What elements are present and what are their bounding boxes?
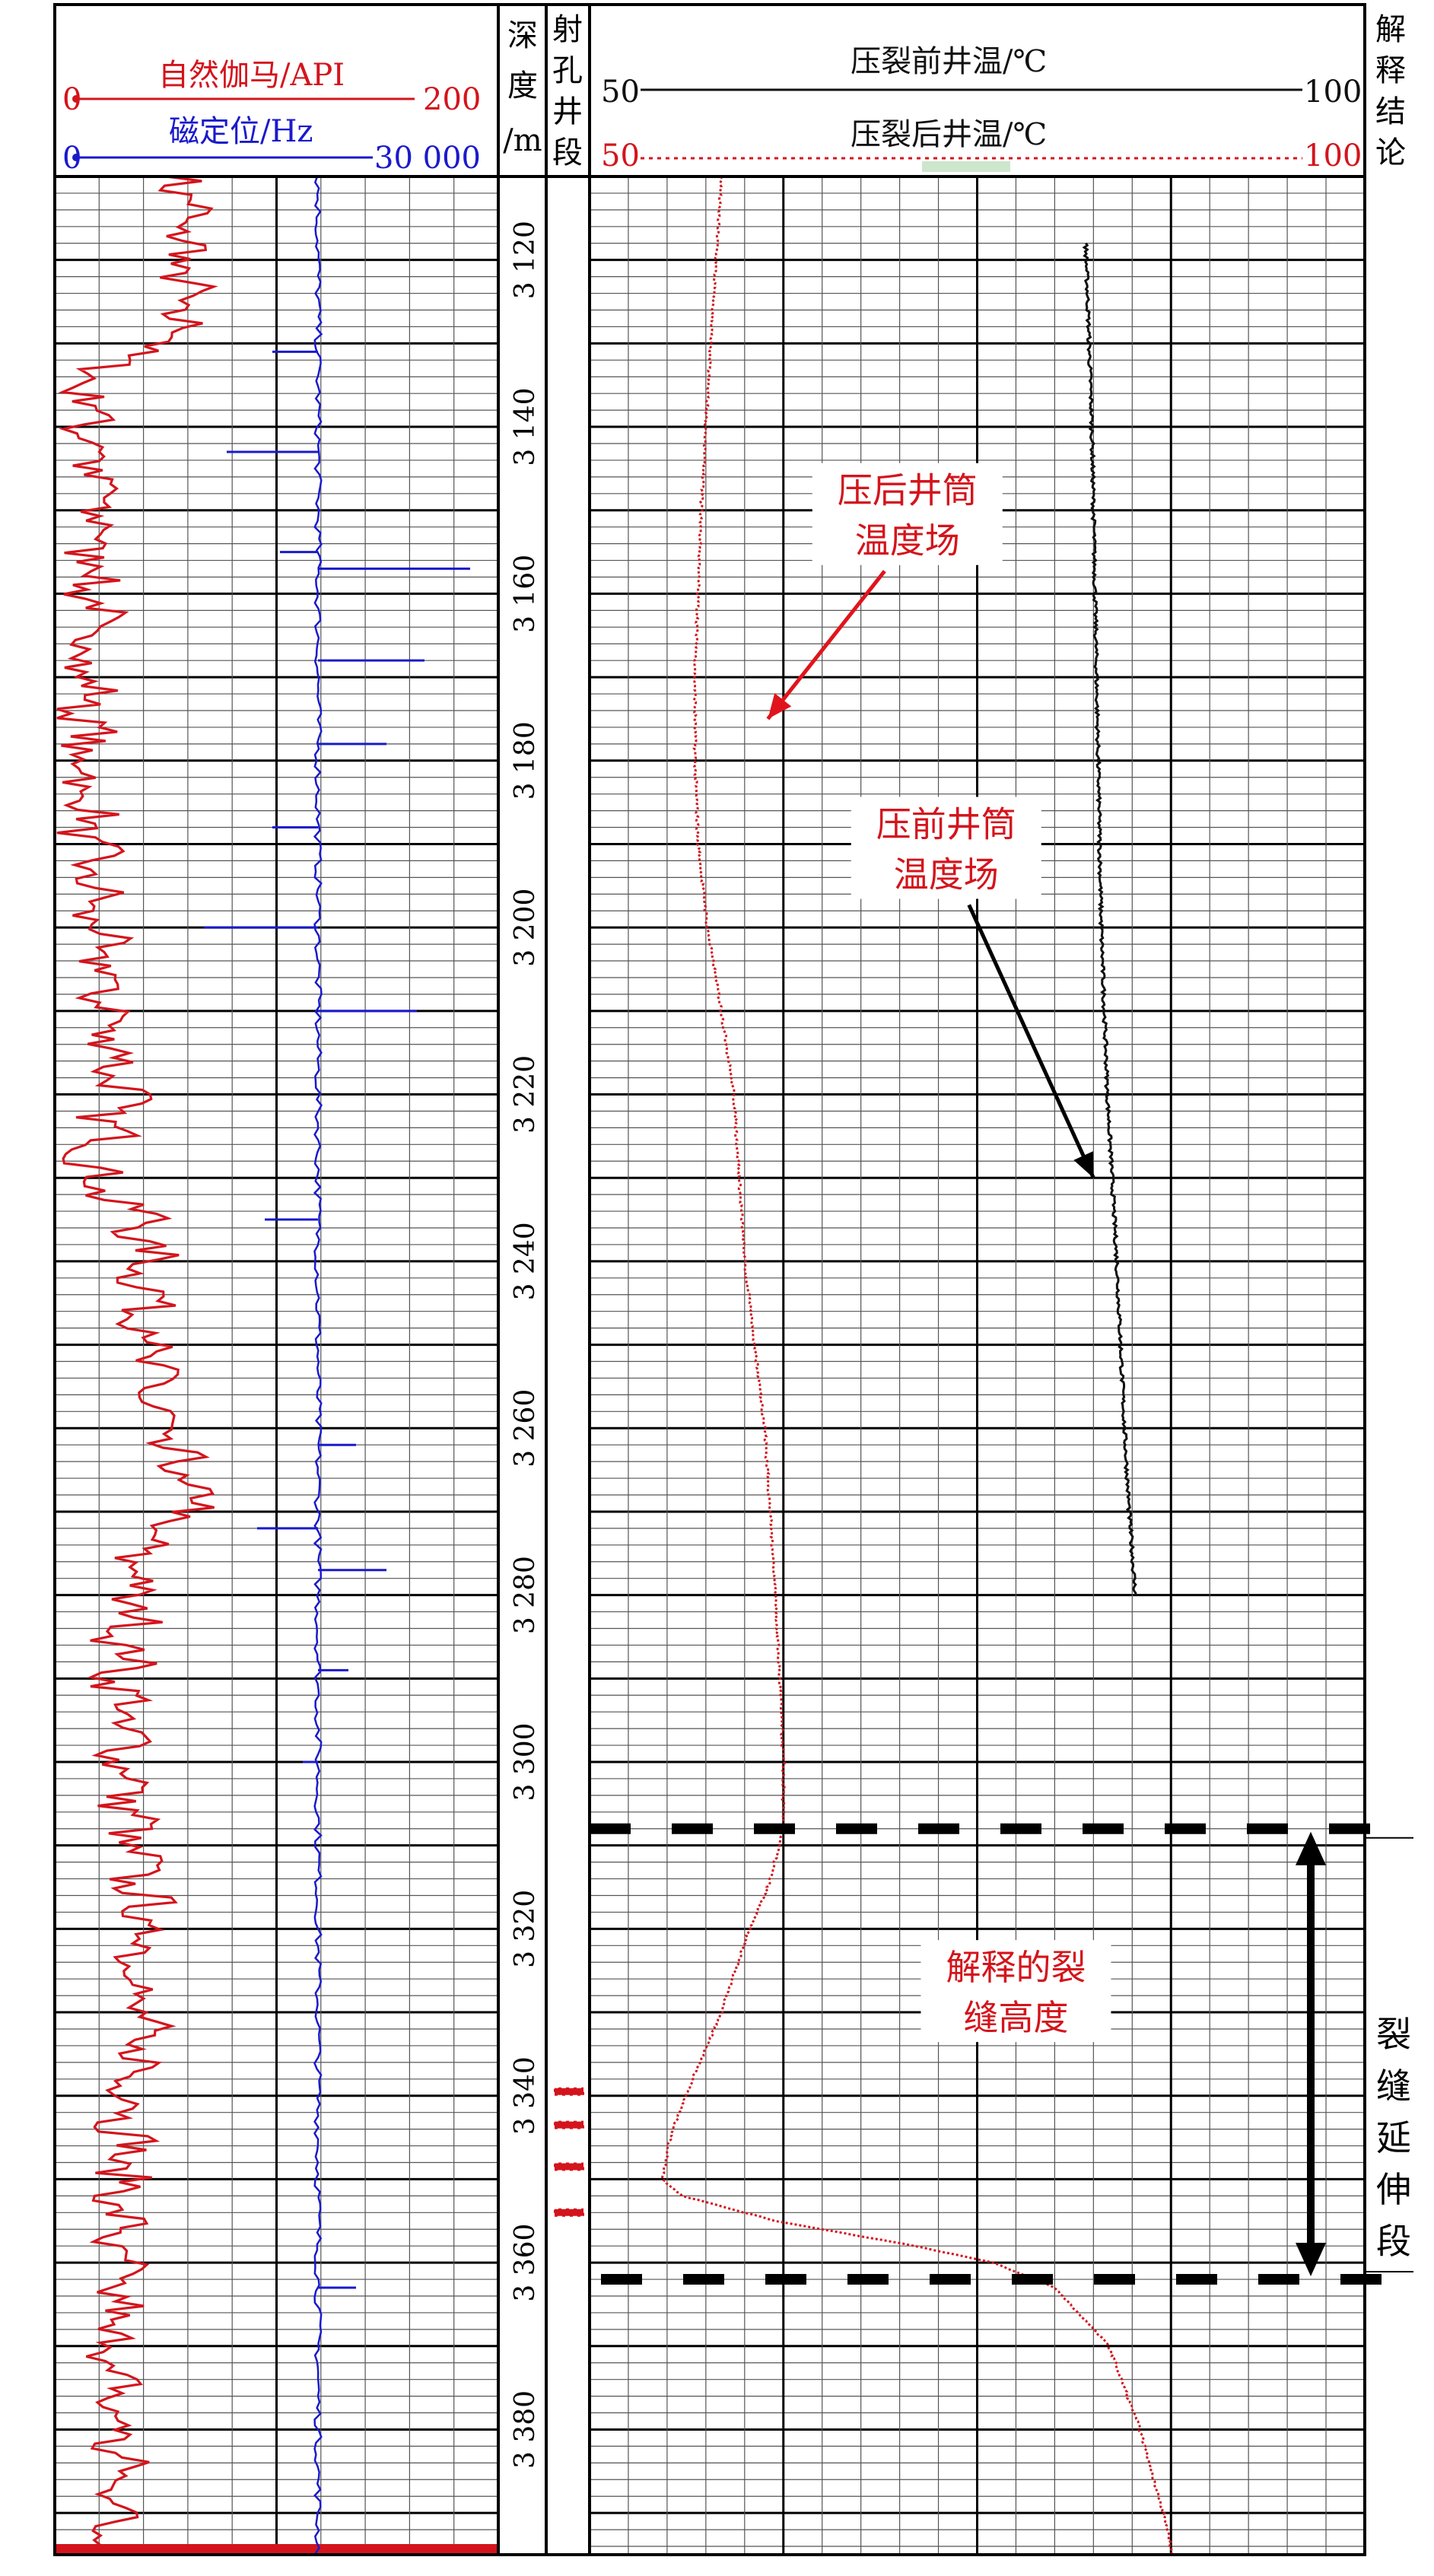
header-gamma-ccl: 0 自然伽马/API 200 0 磁定位/Hz 30 000 bbox=[62, 58, 481, 176]
depth-tick-label: 3 340 bbox=[510, 2056, 541, 2135]
zone-label-char: 段 bbox=[1376, 2221, 1411, 2262]
perforation-interval bbox=[553, 2161, 585, 2172]
depth-label-unit: /m bbox=[503, 123, 542, 158]
gamma-axis-label: 自然伽马/API bbox=[158, 58, 345, 93]
track-grid bbox=[55, 175, 1365, 2555]
temp-after-axis-label: 压裂后井温/℃ bbox=[851, 117, 1047, 152]
gamma-baseline bbox=[55, 2544, 498, 2555]
annotation-after_field: 温度场 bbox=[855, 520, 960, 561]
annotation-box bbox=[920, 1940, 1111, 2043]
temp-before-min-label: 50 bbox=[601, 75, 640, 110]
ccl-max-label: 30 000 bbox=[374, 141, 481, 176]
perforation-label-char: 孔 bbox=[552, 53, 583, 88]
conclusion-label-char: 释 bbox=[1375, 53, 1406, 88]
gamma-curve bbox=[56, 175, 218, 2555]
depth-tick-label: 3 300 bbox=[510, 1722, 541, 1801]
conclusion-label-char: 解 bbox=[1375, 12, 1406, 47]
perforation-label-char: 井 bbox=[552, 94, 583, 129]
annotation-before_field: 压前井筒 bbox=[876, 803, 1016, 844]
perforation-track bbox=[553, 2086, 585, 2218]
annotation-box bbox=[851, 797, 1041, 899]
arrow-head bbox=[1296, 1831, 1326, 1865]
temp-after-min-label: 50 bbox=[601, 138, 640, 173]
depth-tick-label: 3 260 bbox=[510, 1389, 541, 1468]
ccl-curve bbox=[313, 176, 323, 2555]
depth-ticks: 3 120 3 140 3 160 3 180 3 200 3 220 3 240 3 260… bbox=[510, 221, 541, 2469]
depth-label-char: 度 bbox=[507, 68, 538, 103]
depth-tick-label: 3 360 bbox=[510, 2224, 541, 2302]
zone-label-char: 缝 bbox=[1376, 2066, 1411, 2107]
depth-tick-label: 3 220 bbox=[510, 1055, 541, 1134]
temp-curve-after bbox=[660, 176, 1174, 2555]
perforation-label-char: 射 bbox=[552, 12, 583, 47]
header-perforation: 射 孔 井 段 bbox=[552, 12, 583, 170]
depth-label-char: 深 bbox=[507, 18, 538, 53]
zone-label-char: 裂 bbox=[1376, 2014, 1411, 2055]
header-depth: 深 度 /m bbox=[503, 18, 542, 158]
depth-tick-label: 3 320 bbox=[510, 1890, 541, 1968]
temperature-curves bbox=[660, 176, 1174, 2555]
arrow-head bbox=[1296, 2243, 1326, 2277]
conclusion-label-char: 结 bbox=[1375, 94, 1406, 129]
fracture-zone-label: 裂 缝 延 伸 段 bbox=[1376, 2014, 1411, 2262]
temp-after-max-label: 100 bbox=[1304, 138, 1362, 173]
depth-tick-label: 3 160 bbox=[510, 555, 541, 633]
gamma-max-label: 200 bbox=[423, 82, 481, 117]
conclusion-label-char: 论 bbox=[1375, 135, 1406, 170]
depth-tick-label: 3 120 bbox=[510, 221, 541, 299]
perforation-interval bbox=[553, 2086, 585, 2097]
temp-before-max-label: 100 bbox=[1304, 75, 1362, 110]
perforation-label-char: 段 bbox=[552, 135, 583, 170]
arrow-head bbox=[768, 693, 792, 719]
temp-before-axis-label: 压裂前井温/℃ bbox=[851, 44, 1047, 79]
frame bbox=[53, 3, 1366, 2556]
gamma-track bbox=[55, 175, 498, 2555]
perforation-interval bbox=[553, 2207, 585, 2218]
depth-tick-label: 3 380 bbox=[510, 2390, 541, 2469]
annotation-fracture_height: 解释的裂 bbox=[946, 1947, 1086, 1988]
depth-tick-label: 3 180 bbox=[510, 721, 541, 800]
depth-tick-label: 3 140 bbox=[510, 388, 541, 466]
annotation-fracture_height: 缝高度 bbox=[963, 1997, 1068, 2038]
depth-tick-label: 3 240 bbox=[510, 1222, 541, 1300]
temp-curve-before bbox=[1082, 242, 1137, 1595]
ccl-axis-label: 磁定位/Hz bbox=[169, 114, 313, 149]
annotation-before_field: 温度场 bbox=[894, 854, 999, 895]
depth-tick-label: 3 280 bbox=[510, 1556, 541, 1634]
annotation-arrow bbox=[766, 570, 886, 720]
annotation-after_field: 压后井筒 bbox=[838, 470, 978, 511]
arrow-head bbox=[1073, 1151, 1094, 1178]
zone-label-char: 延 bbox=[1376, 2117, 1411, 2158]
perforation-interval bbox=[553, 2120, 585, 2130]
annotation-arrow bbox=[967, 904, 1095, 1179]
ccl-track bbox=[204, 176, 470, 2555]
depth-tick-label: 3 200 bbox=[510, 889, 541, 967]
fracture-zone bbox=[590, 1823, 1413, 2285]
annotation-box bbox=[812, 463, 1003, 565]
zone-label-char: 伸 bbox=[1376, 2169, 1411, 2210]
header-temperature: 50 压裂前井温/℃ 100 50 压裂后井温/℃ 100 bbox=[601, 44, 1362, 173]
header-conclusion: 解 释 结 论 bbox=[1375, 12, 1406, 170]
